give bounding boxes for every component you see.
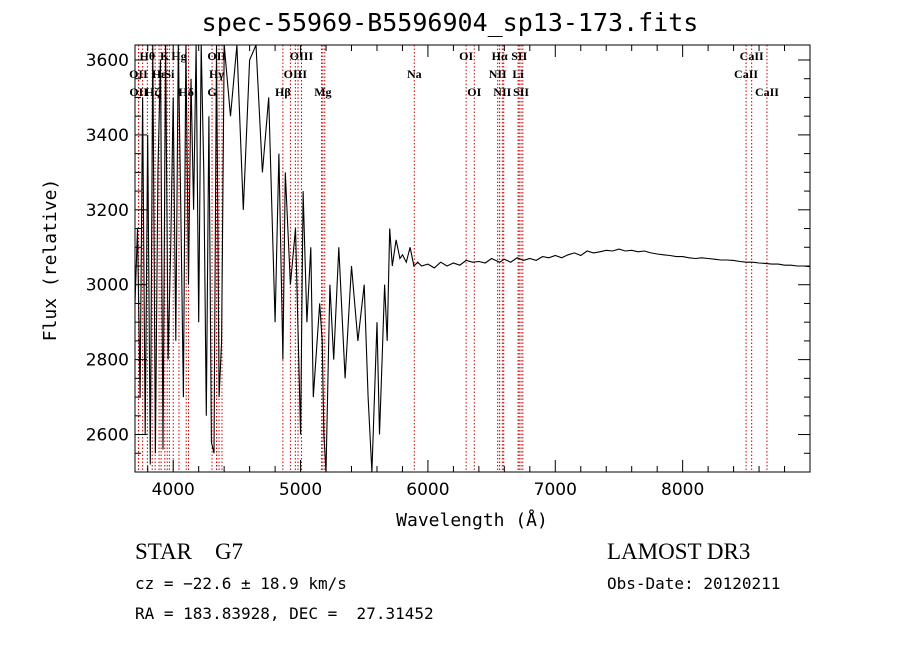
marker-label: Hδ — [178, 85, 194, 99]
y-tick-label: 2800 — [86, 351, 129, 371]
line-markers — [137, 45, 768, 472]
y-tick-label: 3000 — [86, 276, 129, 296]
y-tick-label: 3200 — [86, 201, 129, 221]
marker-label: OII — [129, 85, 148, 99]
plot-frame — [134, 44, 811, 473]
marker-label: CaII — [740, 49, 764, 63]
x-tick-label: 7000 — [534, 480, 577, 500]
survey-name: LAMOST DR3 — [607, 539, 751, 564]
marker-label: NII — [489, 67, 507, 81]
x-tick-label: 5000 — [279, 480, 322, 500]
marker-label: CaII — [755, 85, 779, 99]
y-tick-label: 3400 — [86, 126, 129, 146]
marker-label: Si — [164, 67, 175, 81]
obs-date: Obs-Date: 20120211 — [607, 574, 781, 593]
x-tick-label: 6000 — [406, 480, 449, 500]
marker-label: Mg — [314, 85, 331, 99]
star-class: STAR G7 — [135, 539, 244, 564]
marker-label: Li — [512, 67, 524, 81]
spectrum-line — [135, 45, 810, 472]
marker-label: Hθ — [140, 49, 156, 63]
x-tick-label: 4000 — [152, 480, 195, 500]
marker-label: G — [207, 85, 216, 99]
marker-label: OI — [467, 85, 481, 99]
marker-label: Hg — [171, 49, 186, 63]
y-tick-label: 2600 — [86, 426, 129, 446]
marker-label: SII — [513, 85, 529, 99]
marker-label: OI — [459, 49, 473, 63]
x-axis-label: Wavelength (Å) — [396, 510, 548, 531]
axes — [134, 44, 811, 473]
tick-labels: 4000 5000 6000 7000 8000 2600 2800 3000 3200 3400… — [86, 51, 705, 500]
marker-label: OII — [129, 67, 148, 81]
marker-label: Hβ — [275, 85, 291, 99]
y-tick-label: 3600 — [86, 51, 129, 71]
marker-label: Na — [407, 67, 422, 81]
marker-label: Hγ — [209, 67, 224, 81]
marker-label: K — [160, 49, 170, 63]
chart-title: spec-55969-B5596904_sp13-173.fits — [201, 8, 699, 37]
marker-label: Hε — [152, 67, 166, 81]
marker-label: SII — [511, 49, 527, 63]
spectrum-group — [135, 45, 810, 472]
marker-label: OIII — [290, 49, 314, 63]
marker-label: OII — [207, 49, 226, 63]
marker-label: OIII — [284, 67, 308, 81]
marker-label: CaII — [734, 67, 758, 81]
y-axis-label: Flux (relative) — [40, 178, 61, 342]
x-tick-label: 8000 — [661, 480, 704, 500]
marker-label: NII — [493, 85, 511, 99]
redshift-value: cz = −22.6 ± 18.9 km/s — [135, 574, 347, 593]
marker-label: Hα — [492, 49, 508, 63]
coordinates: RA = 183.83928, DEC = 27.31452 — [135, 604, 434, 623]
marker-label: Hζ — [145, 85, 160, 99]
